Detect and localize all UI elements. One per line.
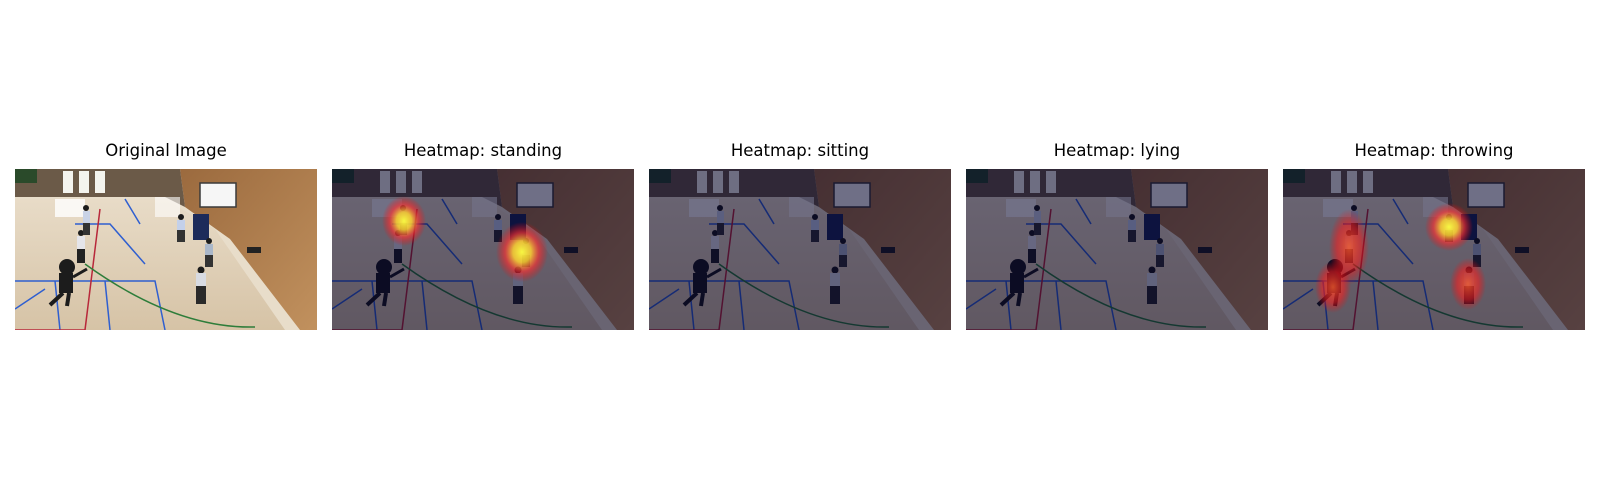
heatmap-hotspot	[1315, 261, 1351, 313]
heatmap-dim-overlay	[966, 169, 1268, 330]
heatmap-image	[332, 169, 634, 330]
panel-title: Heatmap: standing	[403, 141, 563, 160]
panel-title: Heatmap: throwing	[1354, 141, 1514, 160]
panel-title: Heatmap: sitting	[730, 141, 870, 160]
panel-lying: Heatmap: lying	[966, 140, 1268, 330]
panel-title: Original Image	[105, 141, 227, 160]
heatmap-image	[649, 169, 951, 330]
panel-standing: Heatmap: standing	[332, 140, 634, 330]
heatmap-dim-overlay	[649, 169, 951, 330]
panel-throwing: Heatmap: throwing	[1283, 140, 1585, 330]
heatmap-hotspot	[1425, 203, 1473, 251]
panel-sitting: Heatmap: sitting	[649, 140, 951, 330]
heatmap-hotspot	[496, 222, 548, 282]
panel-original: Original Image	[15, 140, 317, 330]
heatmap-dim-overlay	[332, 169, 634, 330]
panel-title: Heatmap: lying	[1053, 141, 1181, 160]
heatmap-image	[966, 169, 1268, 330]
heatmap-image	[1283, 169, 1585, 330]
heatmap-hotspot	[1450, 258, 1486, 310]
original-image	[15, 169, 317, 330]
heatmap-hotspot	[382, 196, 426, 246]
